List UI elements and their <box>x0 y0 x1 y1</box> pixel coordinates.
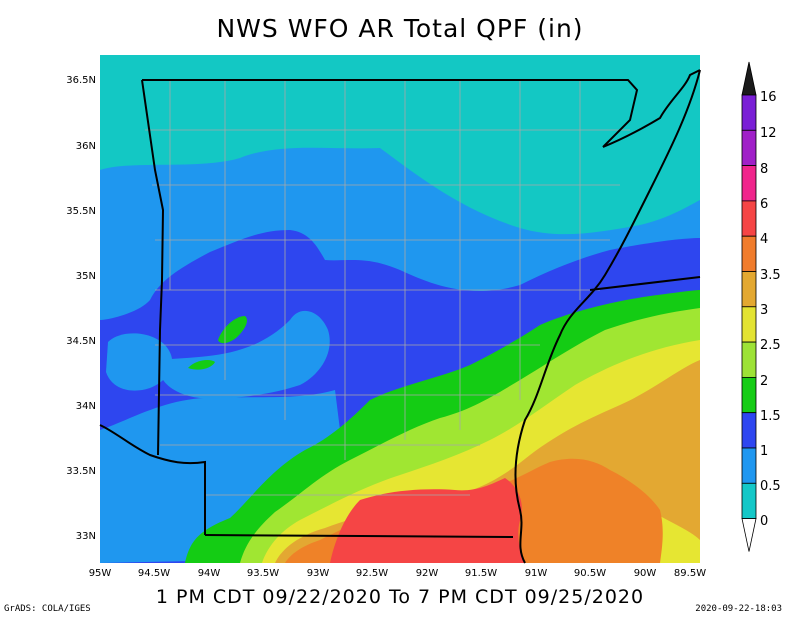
colorbar-segment <box>741 94 757 131</box>
legend-label: 0.5 <box>760 479 781 494</box>
legend-label: 2 <box>760 374 769 389</box>
legend-label: 4 <box>760 232 769 247</box>
legend-label: 0 <box>760 514 769 529</box>
lat-label: 33.5N <box>66 466 96 477</box>
lat-label: 35.5N <box>66 206 96 217</box>
lon-label: 92.5W <box>355 568 389 579</box>
lon-label: 89.5W <box>673 568 707 579</box>
lon-label: 95W <box>88 568 112 579</box>
colorbar-segment <box>741 447 757 484</box>
qpf-hole-center <box>160 310 330 399</box>
map-title: NWS WFO AR Total QPF (in) <box>216 14 584 43</box>
lon-label: 90W <box>633 568 657 579</box>
legend-label: 1 <box>760 444 769 459</box>
colorbar-segment <box>741 271 757 308</box>
lat-label: 34.5N <box>66 336 96 347</box>
legend-label: 1.5 <box>760 409 781 424</box>
lon-label: 94.5W <box>137 568 171 579</box>
lon-label: 94W <box>197 568 221 579</box>
colorbar-cap-bottom <box>741 518 757 552</box>
legend-label: 6 <box>760 197 769 212</box>
legend-label: 12 <box>760 126 777 141</box>
qpf-cell-1.5-southwest <box>188 360 215 370</box>
legend-label: 3 <box>760 303 769 318</box>
qpf-contour-4.0 <box>330 478 525 563</box>
lon-label: 91.5W <box>464 568 498 579</box>
lon-label: 90.5W <box>573 568 607 579</box>
lon-label: 93W <box>306 568 330 579</box>
colorbar-segment <box>741 129 757 167</box>
lon-label: 93.5W <box>246 568 280 579</box>
legend-label: 2.5 <box>760 338 781 353</box>
colorbar-segment <box>741 306 757 343</box>
colorbar-segment <box>741 482 757 519</box>
legend-label: 8 <box>760 162 769 177</box>
valid-period: 1 PM CDT 09/22/2020 To 7 PM CDT 09/25/20… <box>155 586 645 608</box>
colorbar-cap-top <box>741 61 757 96</box>
colorbar-segment <box>741 200 757 237</box>
colorbar-segment <box>741 235 757 272</box>
lon-label: 91W <box>524 568 548 579</box>
colorbar-segment <box>741 376 757 414</box>
lat-label: 36.5N <box>66 75 96 86</box>
legend-label: 16 <box>760 90 777 105</box>
colorbar-segment <box>741 341 757 378</box>
timestamp: 2020-09-22-18:03 <box>695 604 782 614</box>
color-bar <box>741 61 757 552</box>
county-lines <box>145 80 630 496</box>
qpf-hole-west <box>106 333 173 391</box>
software-credit: GrADS: COLA/IGES <box>4 604 91 614</box>
lon-label: 92W <box>415 568 439 579</box>
legend-label: 3.5 <box>760 268 781 283</box>
lat-label: 36N <box>75 141 96 152</box>
colorbar-segment <box>741 165 757 202</box>
state-borders <box>99 69 701 564</box>
lat-label: 33N <box>75 531 96 542</box>
colorbar-segment <box>741 412 757 449</box>
lat-label: 34N <box>75 401 96 412</box>
lat-label: 35N <box>75 271 96 282</box>
